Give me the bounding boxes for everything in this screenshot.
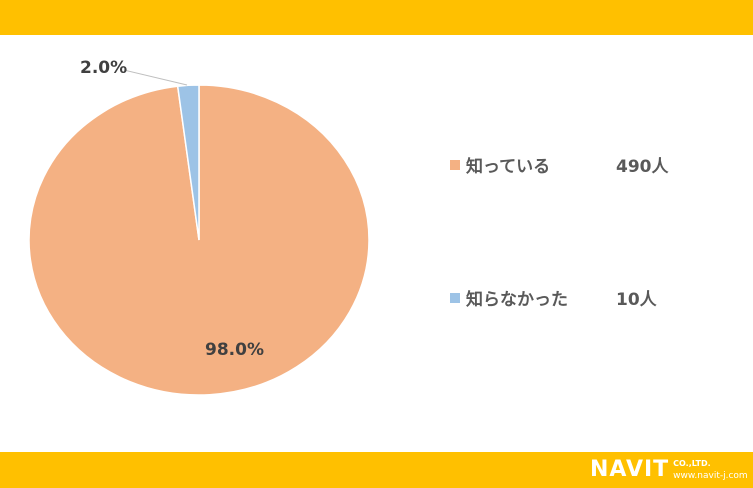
pie-slice-0 xyxy=(28,84,370,396)
bottom-banner xyxy=(0,452,753,488)
legend-label: 知らなかった xyxy=(466,290,568,310)
legend-count: 10人 xyxy=(616,290,657,310)
legend-label: 知っている xyxy=(466,157,551,177)
legend-item-knew: 知っている 490人 xyxy=(450,152,669,177)
logo-text: NAVIT xyxy=(590,457,670,482)
data-label-98: 98.0% xyxy=(205,340,264,360)
navit-logo: NAVIT CO.,LTD. www.navit-j.com xyxy=(590,455,748,485)
logo-subtext: CO.,LTD. www.navit-j.com xyxy=(673,458,748,482)
logo-url: www.navit-j.com xyxy=(673,471,748,481)
top-banner xyxy=(0,0,753,35)
logo-suffix: CO.,LTD. xyxy=(673,459,711,468)
pie-slice-1 xyxy=(176,84,200,241)
legend-count: 490人 xyxy=(616,157,669,177)
legend-swatch xyxy=(450,159,460,170)
leader-line xyxy=(123,69,188,86)
data-label-2: 2.0% xyxy=(80,58,127,78)
legend-swatch xyxy=(450,292,460,303)
legend-item-didnt-know: 知らなかった 10人 xyxy=(450,285,657,310)
